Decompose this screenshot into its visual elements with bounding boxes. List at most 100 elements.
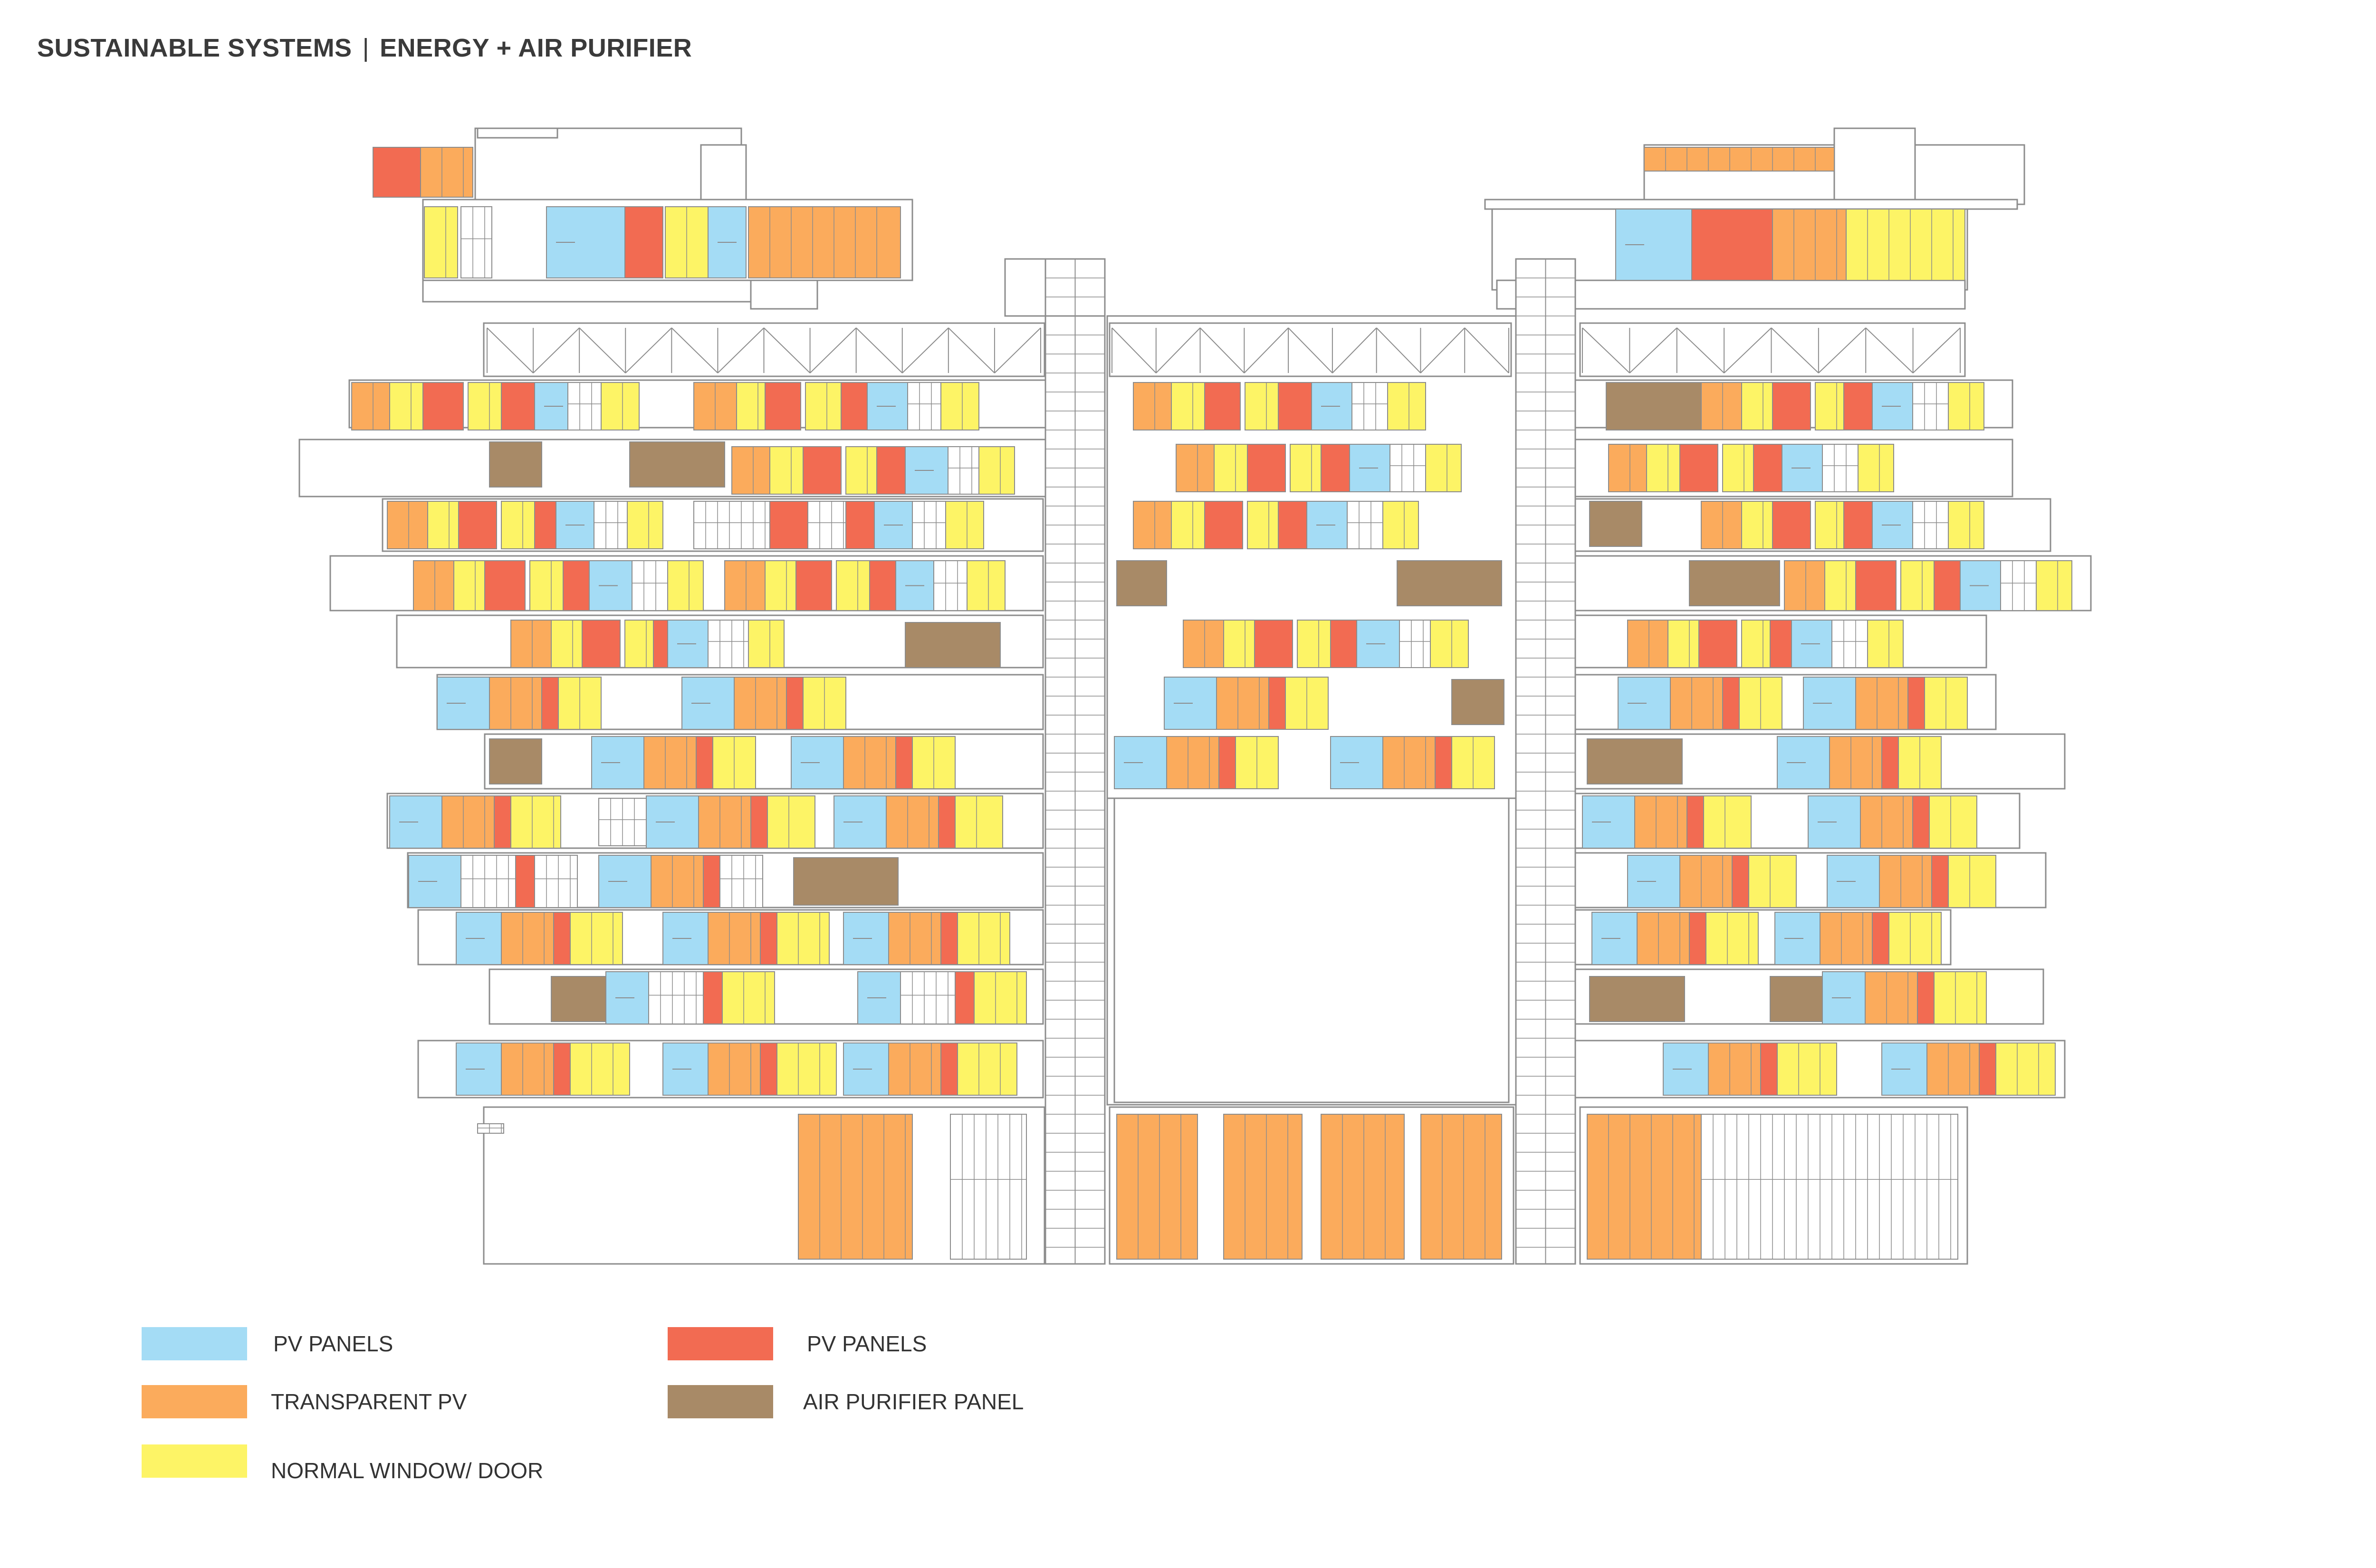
window-grid: [567, 382, 602, 430]
transparent-pv-panel: [1879, 855, 1932, 908]
transparent-pv-panel: [441, 795, 495, 849]
pv-panel-red: [1268, 677, 1286, 730]
normal-window-panel: [510, 795, 561, 849]
legend-label-pv-red: PV PANELS: [807, 1331, 927, 1356]
pv-panel-red: [1881, 736, 1899, 789]
pv-panel-red: [1843, 382, 1873, 430]
normal-window-panel: [1741, 501, 1773, 549]
normal-window-panel: [957, 1042, 1017, 1096]
pv-panel-red: [1843, 501, 1873, 549]
normal-window-panel: [748, 620, 785, 668]
normal-window-panel: [1948, 855, 1996, 908]
normal-window-panel: [1815, 382, 1844, 430]
air-purifier-panel: [1689, 560, 1780, 606]
truss-diagonal: [1677, 327, 1725, 373]
normal-window-panel: [1900, 560, 1935, 611]
normal-window-panel: [955, 795, 1003, 849]
window-grid: [1912, 501, 1949, 549]
pv-panel-blue: [1356, 620, 1400, 668]
window-grid: [594, 501, 628, 549]
legend-label-normal-window: NORMAL WINDOW/ DOOR: [271, 1458, 544, 1483]
normal-window-panel: [1290, 444, 1322, 492]
transparent-pv-panel: [1855, 677, 1908, 730]
normal-window-panel: [1425, 444, 1462, 492]
legend-label-air-purifier: AIR PURIFIER PANEL: [803, 1389, 1024, 1414]
window-grid: [632, 560, 668, 611]
normal-window-panel: [501, 501, 535, 549]
transparent-pv-panel: [1820, 912, 1873, 965]
pv-panel-red: [1698, 620, 1737, 668]
normal-window-panel: [424, 206, 458, 278]
pv-panel-red: [1753, 444, 1782, 492]
transparent-pv-panel: [1926, 1042, 1980, 1096]
normal-window-panel: [1245, 382, 1279, 430]
normal-window-panel: [1171, 501, 1205, 549]
window-grid: [1822, 444, 1859, 492]
transparent-pv-panel: [798, 1114, 913, 1260]
air-purifier-panel: [489, 441, 542, 488]
pv-panel-red: [1679, 444, 1718, 492]
transparent-pv-panel: [1420, 1114, 1502, 1260]
transparent-pv-panel: [1627, 620, 1668, 668]
normal-window-panel: [1703, 795, 1752, 849]
legend-swatch-transparent-pv: [142, 1385, 247, 1418]
pv-panel-red: [494, 795, 511, 849]
pv-panel-red: [765, 382, 801, 430]
transparent-pv-panel: [1772, 209, 1847, 281]
normal-window-panel: [627, 501, 663, 549]
pv-panel-red: [1770, 620, 1792, 668]
truss-diagonal: [1288, 327, 1333, 373]
window-grid: [1347, 501, 1383, 549]
truss-diagonal: [533, 327, 580, 373]
normal-window-panel: [624, 620, 654, 668]
transparent-pv-panel: [1860, 795, 1913, 849]
pv-panel-red: [458, 501, 497, 549]
air-purifier-panel: [1397, 560, 1502, 606]
air-purifier-panel: [1451, 679, 1504, 725]
air-purifier-panel: [1116, 560, 1167, 606]
normal-window-panel: [945, 501, 984, 549]
air-purifier-panel: [905, 622, 1001, 668]
truss-diagonal: [487, 327, 534, 373]
normal-window-panel: [1247, 501, 1279, 549]
truss-diagonal: [809, 327, 857, 373]
normal-window-panel: [1748, 855, 1797, 908]
pv-panel-red: [869, 560, 896, 611]
core-top: [1004, 258, 1106, 317]
normal-window-panel: [767, 795, 815, 849]
pv-panel-red: [938, 795, 956, 849]
transparent-pv-panel: [351, 382, 390, 430]
pv-panel-red: [1722, 677, 1740, 730]
title-sub: ENERGY + AIR PURIFIER: [380, 34, 692, 62]
legend-label-pv-blue: PV PANELS: [273, 1331, 393, 1356]
floor-slab: [484, 733, 1044, 790]
window-grid: [807, 501, 846, 549]
transparent-pv-panel: [708, 1042, 761, 1096]
pv-panel-red: [1931, 855, 1949, 908]
window-grid: [1912, 382, 1949, 430]
truss-band: [1579, 322, 1966, 377]
window-grid: [534, 855, 578, 908]
air-purifier-panel: [551, 976, 606, 1022]
transparent-pv-panel: [387, 501, 428, 549]
normal-window-panel: [551, 620, 583, 668]
truss-diagonal: [1156, 327, 1201, 373]
normal-window-panel: [957, 912, 1010, 965]
pv-panel-blue: [1306, 501, 1348, 549]
transparent-pv-panel: [698, 795, 751, 849]
normal-window-panel: [1171, 382, 1205, 430]
truss-diagonal: [1244, 327, 1289, 373]
pv-panel-red: [1686, 795, 1704, 849]
window-grid: [1831, 620, 1868, 668]
normal-window-panel: [1382, 501, 1419, 549]
window-grid: [1389, 444, 1426, 492]
transparent-pv-panel: [1634, 795, 1687, 849]
air-purifier-panel: [489, 738, 542, 784]
legend-label-transparent-pv: TRANSPARENT PV: [271, 1389, 467, 1414]
transparent-pv-panel: [1183, 620, 1224, 668]
window-grid: [2000, 560, 2037, 611]
transparent-pv-panel: [651, 855, 704, 908]
normal-window-panel: [978, 446, 1015, 495]
pv-panel-red: [1689, 912, 1706, 965]
